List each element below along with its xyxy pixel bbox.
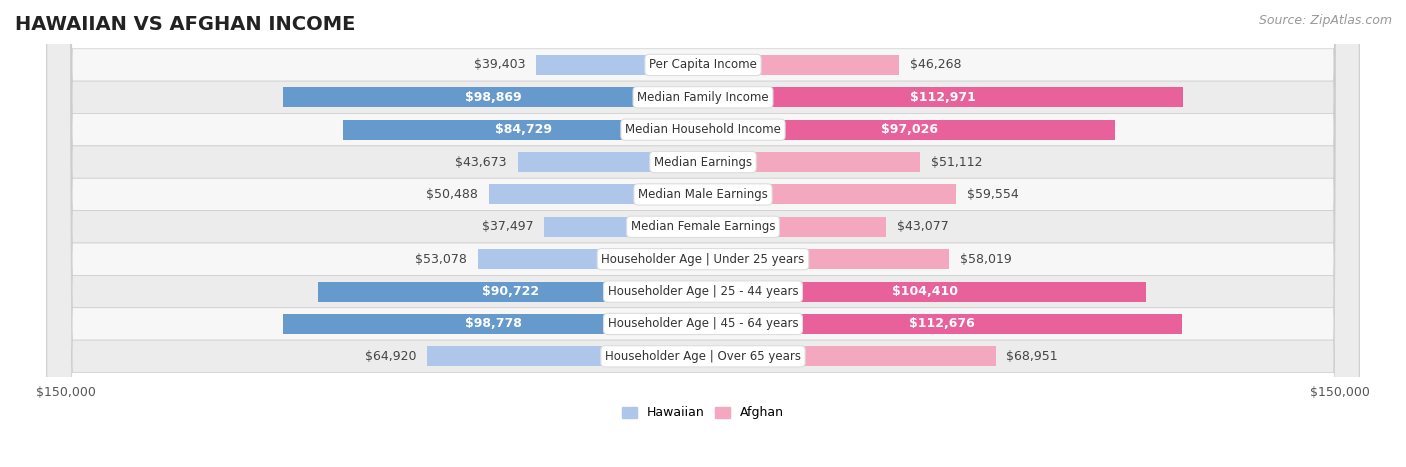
Bar bbox=[284, 314, 703, 334]
Bar bbox=[703, 184, 956, 205]
Text: $43,077: $43,077 bbox=[897, 220, 948, 234]
Text: Per Capita Income: Per Capita Income bbox=[650, 58, 756, 71]
Bar bbox=[544, 217, 703, 237]
Text: $43,673: $43,673 bbox=[456, 156, 508, 169]
Bar bbox=[427, 347, 703, 366]
Text: $112,971: $112,971 bbox=[910, 91, 976, 104]
Text: $84,729: $84,729 bbox=[495, 123, 551, 136]
Text: Median Family Income: Median Family Income bbox=[637, 91, 769, 104]
FancyBboxPatch shape bbox=[46, 0, 1360, 467]
Text: Median Male Earnings: Median Male Earnings bbox=[638, 188, 768, 201]
Bar bbox=[318, 282, 703, 302]
Text: $50,488: $50,488 bbox=[426, 188, 478, 201]
Bar bbox=[703, 152, 920, 172]
Text: Householder Age | 25 - 44 years: Householder Age | 25 - 44 years bbox=[607, 285, 799, 298]
FancyBboxPatch shape bbox=[46, 0, 1360, 467]
Bar bbox=[703, 87, 1182, 107]
Text: $51,112: $51,112 bbox=[931, 156, 983, 169]
FancyBboxPatch shape bbox=[46, 0, 1360, 467]
FancyBboxPatch shape bbox=[46, 0, 1360, 467]
Bar bbox=[478, 249, 703, 269]
Text: $46,268: $46,268 bbox=[910, 58, 962, 71]
Text: $98,869: $98,869 bbox=[465, 91, 522, 104]
Text: Householder Age | 45 - 64 years: Householder Age | 45 - 64 years bbox=[607, 318, 799, 331]
FancyBboxPatch shape bbox=[46, 0, 1360, 467]
Bar bbox=[517, 152, 703, 172]
Bar bbox=[703, 314, 1181, 334]
Text: $104,410: $104,410 bbox=[891, 285, 957, 298]
Text: $98,778: $98,778 bbox=[465, 318, 522, 331]
Text: $59,554: $59,554 bbox=[966, 188, 1018, 201]
Bar bbox=[536, 55, 703, 75]
Text: $58,019: $58,019 bbox=[960, 253, 1012, 266]
Text: $97,026: $97,026 bbox=[880, 123, 938, 136]
Bar bbox=[703, 217, 886, 237]
Text: Householder Age | Under 25 years: Householder Age | Under 25 years bbox=[602, 253, 804, 266]
Text: Median Household Income: Median Household Income bbox=[626, 123, 780, 136]
FancyBboxPatch shape bbox=[46, 0, 1360, 467]
Bar bbox=[488, 184, 703, 205]
Text: $64,920: $64,920 bbox=[366, 350, 416, 363]
Text: Median Earnings: Median Earnings bbox=[654, 156, 752, 169]
Bar bbox=[703, 249, 949, 269]
Text: Median Female Earnings: Median Female Earnings bbox=[631, 220, 775, 234]
Legend: Hawaiian, Afghan: Hawaiian, Afghan bbox=[617, 402, 789, 425]
Bar bbox=[703, 55, 900, 75]
Bar bbox=[283, 87, 703, 107]
Bar bbox=[343, 120, 703, 140]
FancyBboxPatch shape bbox=[46, 0, 1360, 467]
FancyBboxPatch shape bbox=[46, 0, 1360, 467]
Bar bbox=[703, 347, 995, 366]
Text: $90,722: $90,722 bbox=[482, 285, 538, 298]
Text: $112,676: $112,676 bbox=[910, 318, 976, 331]
Bar bbox=[703, 120, 1115, 140]
Text: HAWAIIAN VS AFGHAN INCOME: HAWAIIAN VS AFGHAN INCOME bbox=[15, 15, 356, 34]
Text: Householder Age | Over 65 years: Householder Age | Over 65 years bbox=[605, 350, 801, 363]
Bar bbox=[703, 282, 1146, 302]
Text: $37,497: $37,497 bbox=[481, 220, 533, 234]
Text: $53,078: $53,078 bbox=[415, 253, 467, 266]
Text: $39,403: $39,403 bbox=[474, 58, 524, 71]
FancyBboxPatch shape bbox=[46, 0, 1360, 467]
Text: Source: ZipAtlas.com: Source: ZipAtlas.com bbox=[1258, 14, 1392, 27]
FancyBboxPatch shape bbox=[46, 0, 1360, 467]
Text: $68,951: $68,951 bbox=[1007, 350, 1059, 363]
